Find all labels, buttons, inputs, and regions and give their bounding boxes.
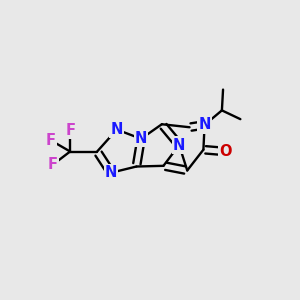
Text: N: N	[105, 165, 117, 180]
Text: F: F	[48, 158, 58, 172]
Text: F: F	[46, 133, 56, 148]
Text: N: N	[111, 122, 123, 137]
Text: F: F	[65, 123, 75, 138]
Text: N: N	[173, 137, 185, 152]
Text: N: N	[198, 117, 211, 132]
Text: O: O	[219, 144, 232, 159]
Text: N: N	[135, 131, 147, 146]
